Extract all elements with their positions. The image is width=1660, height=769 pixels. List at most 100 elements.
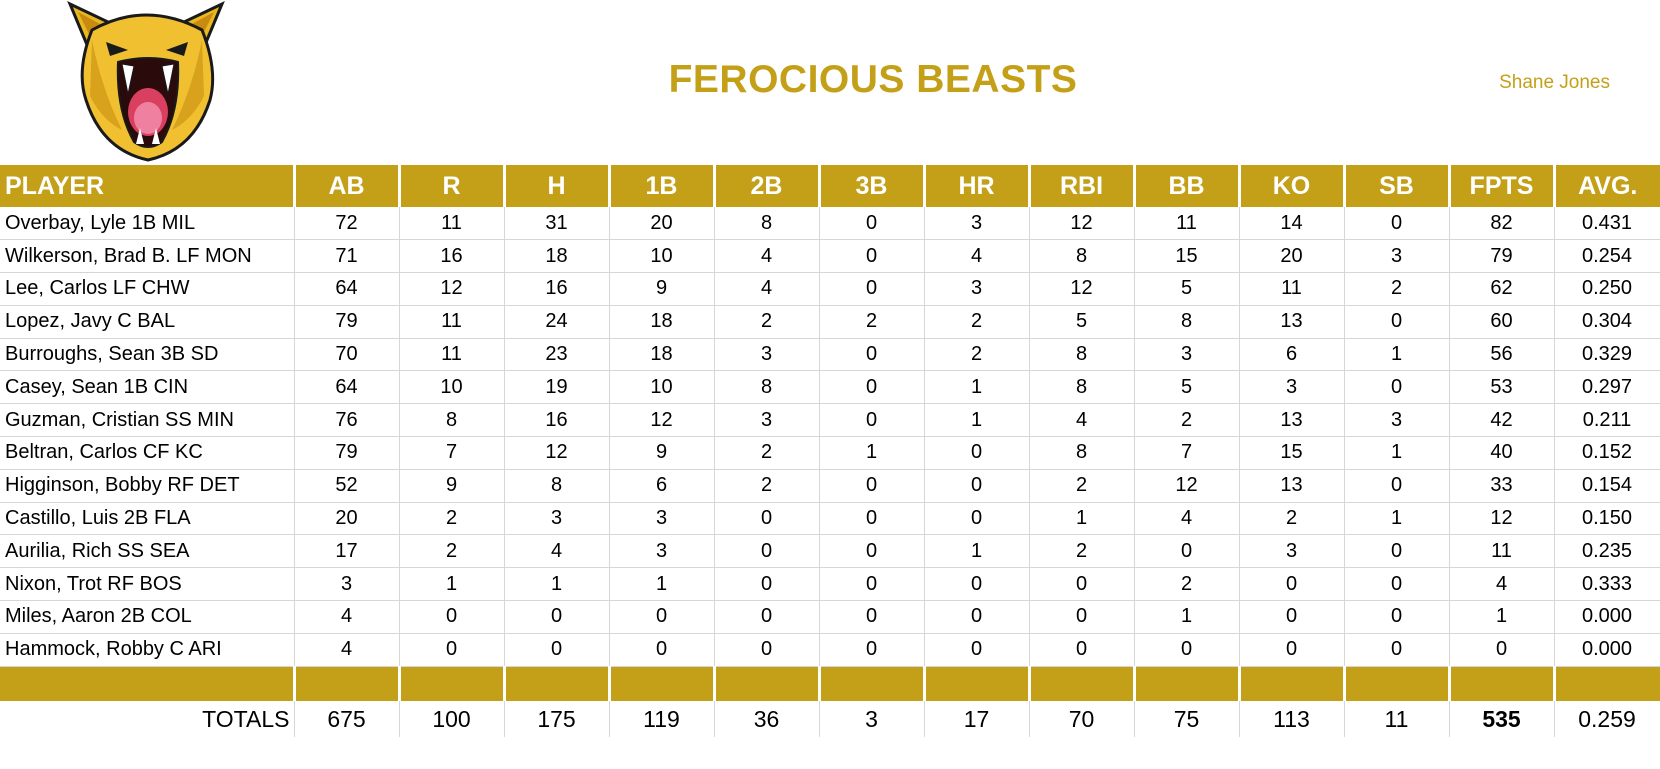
- column-header-player: PLAYER: [0, 165, 296, 207]
- stat-cell: 9: [609, 436, 715, 470]
- stat-cell: 0: [924, 502, 1030, 536]
- stat-cell: 8: [399, 403, 505, 438]
- totals-cell: 675: [294, 701, 400, 738]
- stat-cell: 2: [1134, 567, 1240, 602]
- stat-cell: 16: [504, 272, 610, 306]
- stat-cell: 3: [924, 207, 1030, 241]
- stat-cell: 0: [1344, 534, 1450, 569]
- stat-cell: 4: [294, 633, 400, 667]
- stat-cell: 9: [399, 469, 505, 503]
- table-separator-bar: [0, 666, 1660, 702]
- column-header-2b: 2B: [714, 165, 821, 207]
- stat-cell: 2: [1239, 502, 1345, 536]
- stat-cell: 18: [504, 239, 610, 274]
- stat-cell: 2: [714, 436, 820, 470]
- table-row: Higginson, Bobby RF DET 52 9 8 6 2 0 0 2 12 13 0 33 0…: [0, 469, 1660, 503]
- stat-cell: 7: [399, 436, 505, 470]
- totals-cell: 0.259: [1554, 701, 1660, 738]
- stat-cell: 20: [1239, 239, 1345, 274]
- stat-cell: 1: [819, 436, 925, 470]
- stat-cell: 0.211: [1554, 403, 1660, 438]
- stat-cell: 24: [504, 305, 610, 339]
- stat-cell: 0: [714, 534, 820, 569]
- stat-cell: 0: [1239, 600, 1345, 634]
- stat-cell: 8: [714, 370, 820, 405]
- stat-cell: 1: [1134, 600, 1240, 634]
- stat-cell: 8: [1029, 370, 1135, 405]
- stat-cell: 0.000: [1554, 600, 1660, 634]
- stat-cell: 0: [1344, 305, 1450, 339]
- stat-cell: 0: [924, 633, 1030, 667]
- stat-cell: 11: [1449, 534, 1555, 569]
- stat-cell: 79: [1449, 239, 1555, 274]
- stat-cell: 40: [1449, 436, 1555, 470]
- player-name-cell: Casey, Sean 1B CIN: [0, 370, 295, 405]
- player-name-cell: Guzman, Cristian SS MIN: [0, 403, 295, 438]
- stat-cell: 3: [609, 502, 715, 536]
- table-row: Beltran, Carlos CF KC 79 7 12 9 2 1 0 8 7 15 1 40 0.1…: [0, 436, 1660, 470]
- stat-cell: 0: [609, 633, 715, 667]
- stat-cell: 1: [1449, 600, 1555, 634]
- table-row: Casey, Sean 1B CIN 64 10 19 10 8 0 1 8 5 3 0 53 0.297: [0, 370, 1660, 405]
- table-row: Castillo, Luis 2B FLA 20 2 3 3 0 0 0 1 4 2 1 12 0.150: [0, 502, 1660, 536]
- column-header-avg: AVG.: [1554, 165, 1660, 207]
- stat-cell: 0: [1449, 633, 1555, 667]
- stat-cell: 15: [1134, 239, 1240, 274]
- player-name-cell: Burroughs, Sean 3B SD: [0, 338, 295, 372]
- totals-cell: 119: [609, 701, 715, 738]
- stat-cell: 0.150: [1554, 502, 1660, 536]
- stat-cell: 2: [1134, 403, 1240, 438]
- stat-cell: 23: [504, 338, 610, 372]
- stat-cell: 3: [1239, 370, 1345, 405]
- stat-cell: 5: [1029, 305, 1135, 339]
- stat-cell: 11: [399, 207, 505, 241]
- stat-cell: 0: [924, 436, 1030, 470]
- totals-row: TOTALS 675 100 175 119 36 3 17 70 75 113…: [0, 701, 1660, 738]
- cougar-head-icon: [67, 0, 225, 162]
- stat-cell: 62: [1449, 272, 1555, 306]
- table-row: Aurilia, Rich SS SEA 17 2 4 3 0 0 1 2 0 3 0 11 0.235: [0, 534, 1660, 569]
- totals-cell: 75: [1134, 701, 1240, 738]
- stat-cell: 53: [1449, 370, 1555, 405]
- stat-cell: 2: [399, 502, 505, 536]
- stat-cell: 2: [819, 305, 925, 339]
- stat-cell: 6: [1239, 338, 1345, 372]
- stat-cell: 12: [1449, 502, 1555, 536]
- column-header-ab: AB: [294, 165, 401, 207]
- stat-cell: 0: [924, 600, 1030, 634]
- totals-cell-fpts: 535: [1449, 701, 1555, 738]
- stat-cell: 10: [609, 239, 715, 274]
- stat-cell: 10: [609, 370, 715, 405]
- stat-cell: 0.250: [1554, 272, 1660, 306]
- stat-cell: 12: [1029, 207, 1135, 241]
- stat-cell: 0.235: [1554, 534, 1660, 569]
- stat-cell: 8: [1029, 239, 1135, 274]
- column-header-r: R: [399, 165, 506, 207]
- stat-cell: 1: [924, 403, 1030, 438]
- stat-cell: 0: [714, 567, 820, 602]
- player-name-cell: Miles, Aaron 2B COL: [0, 600, 295, 634]
- stat-cell: 12: [1029, 272, 1135, 306]
- stat-cell: 16: [504, 403, 610, 438]
- stat-cell: 1: [1029, 502, 1135, 536]
- player-name-cell: Nixon, Trot RF BOS: [0, 567, 295, 602]
- stat-cell: 17: [294, 534, 400, 569]
- stat-cell: 11: [399, 338, 505, 372]
- stat-cell: 0: [504, 633, 610, 667]
- stat-cell: 3: [1239, 534, 1345, 569]
- stat-cell: 60: [1449, 305, 1555, 339]
- totals-cell: 11: [1344, 701, 1450, 738]
- stat-cell: 64: [294, 272, 400, 306]
- stat-cell: 7: [1134, 436, 1240, 470]
- stat-cell: 0: [819, 502, 925, 536]
- table-row: Hammock, Robby C ARI 4 0 0 0 0 0 0 0 0 0 0 0 0.000: [0, 633, 1660, 667]
- stat-cell: 0: [1239, 633, 1345, 667]
- stat-cell: 3: [1344, 403, 1450, 438]
- stat-cell: 1: [609, 567, 715, 602]
- stat-cell: 13: [1239, 403, 1345, 438]
- stat-cell: 0: [1344, 600, 1450, 634]
- stat-cell: 0: [504, 600, 610, 634]
- table-row: Overbay, Lyle 1B MIL 72 11 31 20 8 0 3 12 11 14 0 82…: [0, 207, 1660, 241]
- stat-cell: 12: [399, 272, 505, 306]
- totals-cell: 17: [924, 701, 1030, 738]
